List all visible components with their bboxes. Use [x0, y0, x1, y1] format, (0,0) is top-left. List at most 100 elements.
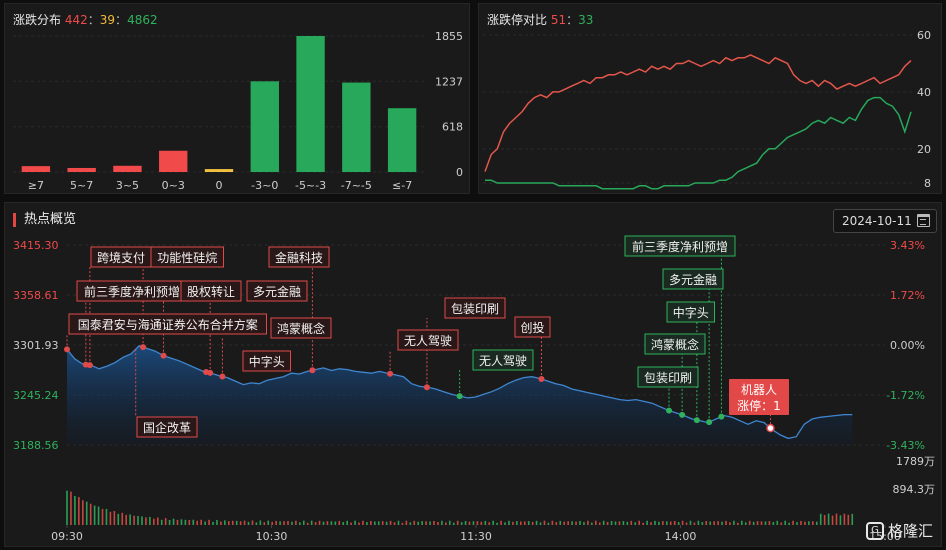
limit-ratio-chart: 60 40 20 8 [483, 29, 931, 190]
volume-bar [342, 522, 345, 525]
volume-bar [74, 495, 76, 525]
volume-bar [445, 522, 447, 525]
volume-bar [97, 506, 100, 525]
volume-bar [559, 520, 562, 525]
volume-bar [677, 522, 680, 525]
volume-bar [417, 521, 420, 525]
volume-bar [160, 519, 163, 525]
topic-label-text: 无人驾驶 [404, 333, 452, 348]
topic-dot [219, 373, 226, 380]
topic-label-box [729, 379, 789, 415]
topic-dot [718, 413, 725, 420]
topic-dot [64, 346, 70, 353]
separator: ： [87, 13, 100, 27]
volume-bar [460, 522, 463, 525]
volume-bar [796, 522, 798, 525]
volume-bar [373, 521, 376, 525]
limit-ratio-title: 涨跌停对比 51：33 [487, 11, 593, 28]
volume-bar [756, 521, 759, 525]
topic-label-text: 创投 [520, 320, 544, 335]
volume-bar [188, 520, 191, 525]
volume-bar [717, 521, 719, 525]
volume-bar [358, 522, 360, 525]
bar [342, 82, 371, 172]
volume-bar [571, 521, 573, 525]
volume-bar [851, 513, 854, 525]
date-picker-button[interactable]: 2024-10-11 [833, 209, 937, 233]
topic-label-text: 涨停：1 [737, 398, 781, 413]
volume-bar [516, 521, 518, 525]
volume-bar [733, 520, 735, 525]
topic-dot [423, 384, 430, 391]
volume-bar [247, 521, 250, 525]
volume-bar [812, 521, 814, 525]
distribution-title-text: 涨跌分布 [13, 13, 62, 27]
up-count: 442 [64, 13, 88, 27]
volume-bar [468, 521, 471, 525]
volume-bar [618, 521, 621, 525]
volume-bar [409, 522, 412, 525]
topic-dot [666, 407, 673, 414]
topic-label-box [150, 246, 224, 268]
x-tick-label: 3~5 [116, 179, 139, 192]
volume-bar [523, 521, 526, 525]
volume-bar [306, 522, 309, 525]
volume-bar [721, 521, 723, 525]
volume-bar [109, 511, 112, 525]
volume-bar [456, 520, 459, 525]
hot-overview-chart: 3415.30 3.43% 3358.61 1.72% 3301.93 0.00% 3245… [13, 235, 935, 543]
volume-bar [212, 521, 214, 525]
topic-dot [679, 411, 686, 418]
limit-down-count: 33 [578, 13, 594, 27]
price-tick-label: 3301.93 [13, 339, 59, 352]
volume-bar [172, 518, 175, 525]
topic-label-box [180, 280, 242, 302]
volume-bar [650, 522, 652, 525]
bar [159, 150, 188, 172]
pct-tick-label: -3.43% [886, 439, 925, 452]
topic-label-box [472, 349, 534, 371]
price-area [67, 345, 853, 445]
volume-bar [780, 522, 783, 525]
topic-label-text: 机器人 [741, 383, 777, 397]
distribution-chart: 1855 1237 618 0 ≥7 5~7 3~5 0~3 0 -3~0 -5~-3 -7~-5 ≤-… [13, 30, 463, 192]
logo-icon: G [865, 521, 884, 540]
y-tick-label: 20 [917, 143, 931, 156]
y-tick-label: 618 [442, 121, 463, 134]
volume-bar [291, 521, 293, 525]
volume-bar [295, 520, 297, 525]
volume-bar [381, 521, 384, 525]
time-tick-label: 15:00 [869, 530, 901, 543]
x-tick-label: 5~7 [70, 179, 93, 192]
volume-bar [93, 505, 96, 525]
topic-dot [160, 352, 167, 359]
volume-bar [500, 520, 502, 525]
topic-label-box [666, 301, 715, 323]
volume-bar [314, 522, 317, 525]
volume-bar [614, 521, 617, 525]
volume-bar [350, 522, 352, 525]
volume-bar [66, 490, 68, 525]
volume-bar [153, 518, 155, 525]
bar [296, 36, 325, 172]
volume-bar [594, 520, 597, 525]
volume-bar [464, 520, 467, 525]
topic-label-box [242, 350, 291, 372]
volume-bar [121, 512, 124, 525]
topic-label-box [662, 268, 724, 290]
topic-dot [693, 417, 700, 424]
volume-bar [492, 520, 494, 525]
volume-bar [129, 514, 131, 525]
pct-tick-label: 1.72% [890, 289, 925, 302]
volume-bar [583, 522, 585, 525]
hot-overview-panel: 热点概览 2024-10-11 3415.30 3.43% 3358.61 1.72%… [4, 202, 942, 547]
volume-bar [800, 520, 802, 525]
price-tick-label: 3358.61 [13, 289, 59, 302]
volume-bar [413, 520, 416, 525]
y-tick-label: 8 [924, 177, 931, 190]
volume-bar [685, 522, 688, 525]
bar [67, 167, 96, 172]
volume-bar [433, 521, 435, 525]
volume-bar [78, 497, 80, 525]
volume-bar [705, 520, 708, 525]
